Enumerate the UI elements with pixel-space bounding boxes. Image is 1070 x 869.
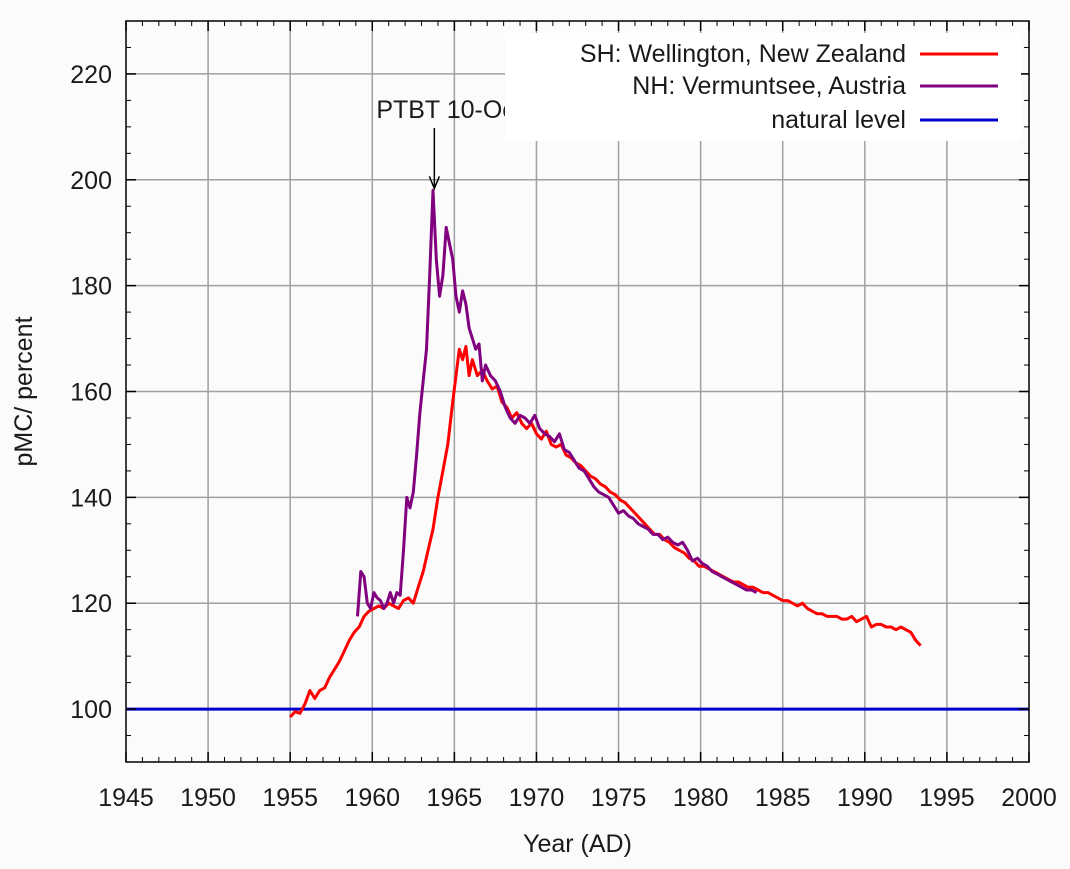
y-tick-label: 200 <box>70 167 112 195</box>
x-tick-label: 2000 <box>1001 784 1057 812</box>
series-group <box>126 188 1029 719</box>
y-tick-label: 160 <box>70 379 112 407</box>
x-tick-label: 1990 <box>837 784 893 812</box>
x-tick-label: 1975 <box>591 784 647 812</box>
x-tick-label: 1960 <box>344 784 400 812</box>
x-tick-label: 1955 <box>262 784 318 812</box>
y-axis-title: pMC/ percent <box>10 316 38 466</box>
legend-label-sh-wellington: SH: Wellington, New Zealand <box>580 40 906 68</box>
x-tick-label: 1985 <box>755 784 811 812</box>
x-tick-label: 1965 <box>427 784 483 812</box>
tick-labels: 1945 1950 1955 1960 1965 1970 1975 1980 1985 1990… <box>70 61 1057 812</box>
x-tick-label: 1950 <box>180 784 236 812</box>
annotation-arrowhead <box>428 176 441 191</box>
ticks <box>125 20 1030 763</box>
y-tick-label: 140 <box>70 484 112 512</box>
y-tick-label: 220 <box>70 61 112 89</box>
legend: SH: Wellington, New Zealand NH: Vermunts… <box>505 33 1021 141</box>
x-tick-label: 1945 <box>98 784 154 812</box>
series-line-nh-vermuntsee <box>356 188 758 617</box>
legend-label-nh-vermuntsee: NH: Vermuntsee, Austria <box>632 72 906 100</box>
y-tick-label: 100 <box>70 696 112 724</box>
x-axis-title: Year (AD) <box>523 830 632 858</box>
y-tick-label: 180 <box>70 273 112 301</box>
y-tick-label: 120 <box>70 590 112 618</box>
x-tick-label: 1970 <box>509 784 565 812</box>
legend-label-natural-level: natural level <box>771 106 906 134</box>
series-line-sh-wellington <box>289 345 922 719</box>
x-tick-label: 1980 <box>673 784 729 812</box>
x-tick-label: 1995 <box>919 784 975 812</box>
